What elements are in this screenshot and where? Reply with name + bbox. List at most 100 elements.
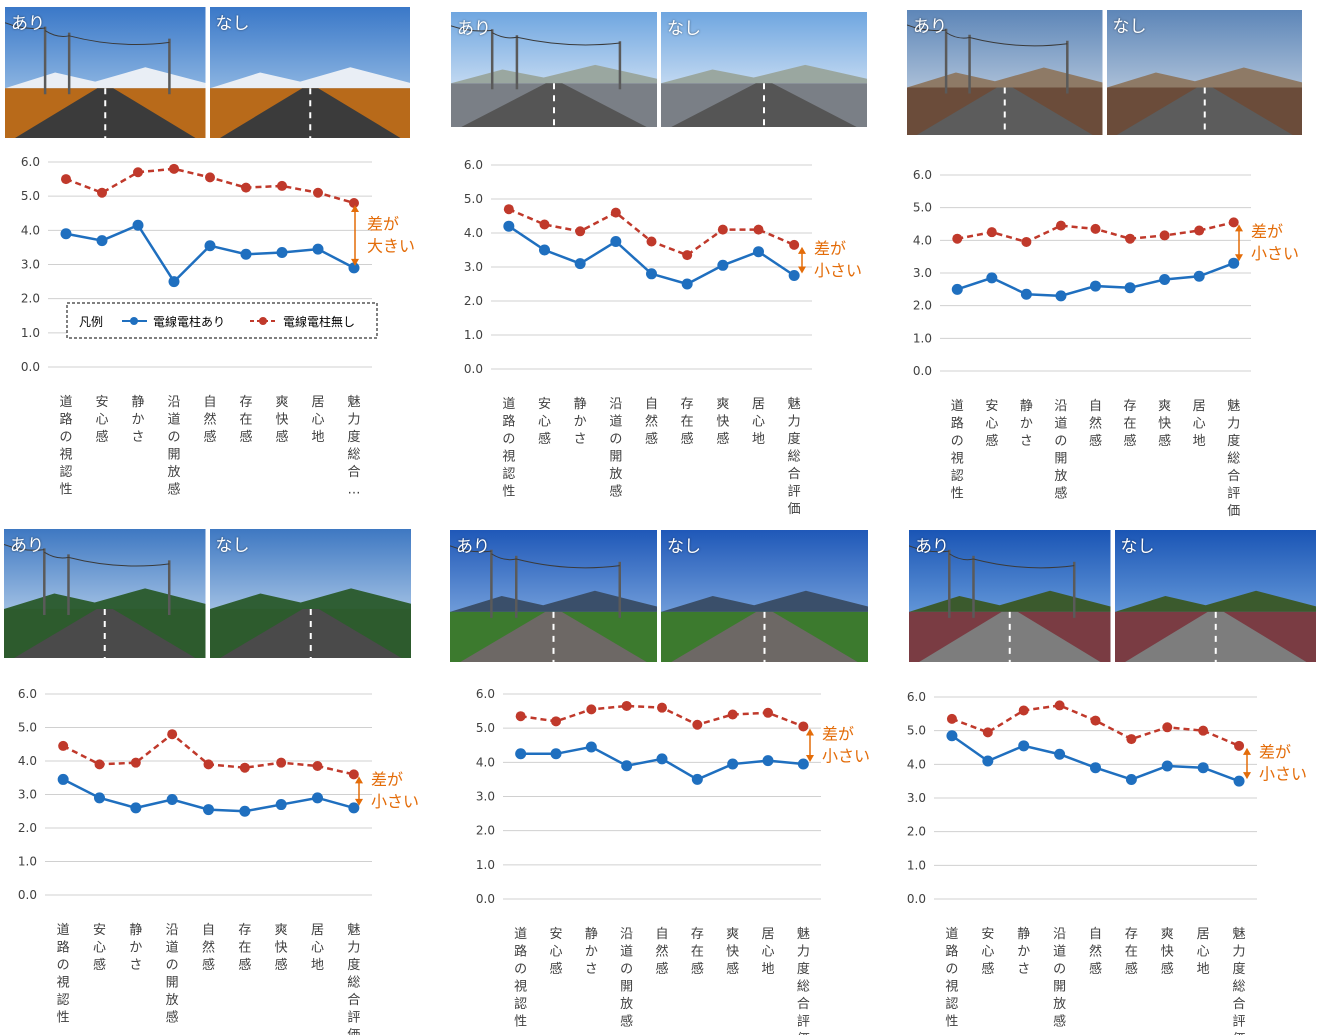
y-tick-label: 1.0 [476,858,495,872]
power-line [450,545,492,553]
series-without-poles-point [1090,715,1101,726]
x-tick-label: 沿道の開放感 [620,927,633,1030]
difference-annotation: 差が [814,239,846,258]
series-without-poles-point [61,174,71,185]
power-line [451,25,493,32]
photo-label-with: あり [457,19,491,39]
power-line [4,544,45,551]
photo-road [461,83,647,127]
photo-without-poles: なし [209,529,411,658]
series-without-poles-point [646,236,657,247]
x-tick-label: 存在感 [238,923,251,973]
series-without-poles-point [133,167,143,178]
y-tick-label: 1.0 [913,331,932,345]
photo-hills [5,67,206,89]
photo-without-poles: なし [661,530,868,662]
series-with-poles-point [1124,282,1136,294]
y-tick-label: 0.0 [18,888,37,902]
series-without-poles-point [1054,700,1065,711]
x-tick-label: 存在感 [1124,399,1137,449]
y-tick-label: 6.0 [21,155,40,169]
series-with-poles-point [788,270,800,281]
x-tick-label: 安心感 [981,927,994,977]
legend-box [66,302,378,339]
power-line [491,32,620,46]
x-tick-label: 自然感 [1089,927,1102,977]
chart-panel-5: 0.0 1.0 2.0 3.0 4.0 5.0 6.0 道路の視認性 安心感 静かさ 沿道の開放感 自… [445,670,870,1035]
series-with-poles-point [94,792,105,804]
y-tick-label: 5.0 [18,721,37,735]
photo-hills [1114,590,1316,612]
power-line [44,551,170,567]
chart-panel-2: 0.0 1.0 2.0 3.0 4.0 5.0 6.0 道路の視認性 安心感 静かさ 沿道の開放感 自… [445,140,862,517]
power-line [949,553,1075,569]
photo-hills [4,588,206,609]
photo-hills [1106,67,1302,88]
series-with-poles-line [951,734,1240,783]
series-without-poles-point [1126,734,1137,745]
y-tick-label: 0.0 [907,892,926,906]
series-without-poles-point [763,707,773,718]
series-without-poles-point [539,219,550,230]
x-tick-label: 安心感 [538,397,551,447]
series-with-poles-point [753,246,764,258]
series-without-poles-point [621,700,632,711]
series-without-poles-point [1055,220,1066,231]
legend-marker-without-poles [259,317,267,325]
difference-arrow-head [1243,772,1251,780]
x-tick-label: 魅力度総合評価 [1227,399,1240,519]
y-tick-label: 2.0 [907,825,926,839]
series-without-poles-point [167,729,178,740]
x-tick-label: 爽快感 [275,395,288,445]
series-with-poles-point [240,248,252,260]
y-tick-label: 1.0 [21,326,40,340]
difference-arrow-head [806,728,814,736]
photo-label-without: なし [1120,537,1155,557]
series-without-poles-point [169,163,179,174]
series-without-poles-point [986,227,997,238]
difference-annotation: 差が [1251,222,1283,241]
x-tick-label: 安心感 [549,927,562,977]
series-with-poles-point [539,244,550,256]
series-with-poles-point [646,268,657,280]
series-without-poles-point [682,250,693,261]
series-with-poles-point [312,243,324,255]
photo-with-poles: あり [450,530,657,662]
photo-with-poles: あり [907,10,1103,135]
x-tick-label: 静かさ [585,927,598,977]
y-tick-label: 1.0 [18,855,37,869]
x-tick-label: 魅力度総合評価 [788,397,801,517]
photo-without-poles: なし [1106,10,1302,135]
y-tick-label: 6.0 [907,690,926,704]
series-with-poles-point [1090,280,1101,292]
y-tick-label: 3.0 [907,791,926,805]
line-chart: 0.0 1.0 2.0 3.0 4.0 5.0 6.0 道路の視認性 安心感 静かさ 沿道の開放感 自… [18,687,419,1035]
x-tick-label: 爽快感 [1158,399,1171,449]
series-without-poles-point [348,769,359,780]
series-with-poles-point [691,773,703,785]
difference-annotation: 小さい [371,792,419,811]
y-tick-label: 3.0 [18,788,37,802]
difference-annotation: 小さい [1259,764,1307,783]
chart-panel-4: 0.0 1.0 2.0 3.0 4.0 5.0 6.0 道路の視認性 安心感 静かさ 沿道の開放感 自… [0,670,425,1035]
series-with-poles-point [130,802,142,814]
power-line [5,22,46,30]
series-with-poles-point [585,741,597,753]
x-tick-label: 沿道の開放感 [1053,927,1066,1030]
line-chart: 0.0 1.0 2.0 3.0 4.0 5.0 6.0 道路の視認性 安心感 静かさ 沿道の開放感 自… [913,168,1299,519]
series-without-poles-point [515,711,526,722]
x-tick-label: 道路の視認性 [951,399,964,502]
series-with-poles-point [348,262,360,274]
series-without-poles-point [1021,236,1032,247]
x-tick-label: 道路の視認性 [59,395,72,498]
series-with-poles-point [1020,288,1032,300]
x-tick-label: 自然感 [203,395,216,445]
x-tick-label: 静かさ [131,395,144,445]
x-tick-label: 爽快感 [726,927,739,977]
series-without-poles-point [789,239,800,250]
x-tick-label: 居心地 [311,395,324,445]
x-tick-label: 存在感 [239,395,252,445]
series-with-poles-point [681,278,693,290]
series-without-poles-point [97,187,107,198]
series-with-poles-point [1054,748,1066,760]
